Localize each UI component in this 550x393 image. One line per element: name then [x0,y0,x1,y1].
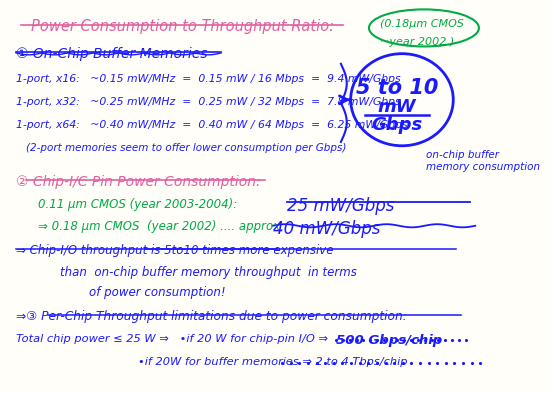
Text: ⇒③ Per-Chip Throughput limitations due to power consumption:: ⇒③ Per-Chip Throughput limitations due t… [16,310,407,323]
Text: 1-port, x64:   ~0.40 mW/MHz  =  0.40 mW / 64 Mbps  =  6.25 mW/Gbps: 1-port, x64: ~0.40 mW/MHz = 0.40 mW / 64… [16,120,408,130]
Text: 1-port, x32:   ~0.25 mW/MHz  =  0.25 mW / 32 Mbps  =  7.8 mW/Gbps: 1-port, x32: ~0.25 mW/MHz = 0.25 mW / 32… [16,97,400,107]
Text: ~year 2002 ): ~year 2002 ) [380,37,454,46]
Text: ⇒ Chip-I/O throughput is 5to10 times more expensive: ⇒ Chip-I/O throughput is 5to10 times mor… [16,244,333,257]
Text: Power Consumption to Throughput Ratio:: Power Consumption to Throughput Ratio: [31,19,334,34]
Text: Gbps: Gbps [371,116,423,134]
Text: on-chip buffer
memory consumption: on-chip buffer memory consumption [426,151,541,172]
Text: (0.18μm CMOS: (0.18μm CMOS [380,19,464,29]
Text: ① On-Chip Buffer Memories: ① On-Chip Buffer Memories [16,48,207,61]
Text: 0.11 μm CMOS (year 2003-2004):: 0.11 μm CMOS (year 2003-2004): [38,198,237,211]
Text: 500 Gbps/chip: 500 Gbps/chip [336,334,442,347]
Text: 5 to 10: 5 to 10 [356,78,438,98]
Text: 40 mW/Gbps: 40 mW/Gbps [272,220,380,238]
Text: mW: mW [378,98,416,116]
Text: (2-port memories seem to offer lower consumption per Gbps): (2-port memories seem to offer lower con… [26,143,346,152]
Text: of power consumption!: of power consumption! [89,286,226,299]
Text: ⇒ 0.18 μm CMOS  (year 2002) .... approx.: ⇒ 0.18 μm CMOS (year 2002) .... approx. [38,220,284,233]
Text: •if 20W for buffer memories ⇒ 2 to 4 Tbps/chip: •if 20W for buffer memories ⇒ 2 to 4 Tbp… [138,357,408,367]
Text: ② Chip-I/C Pin Power Consumption:: ② Chip-I/C Pin Power Consumption: [16,175,261,189]
Text: 25 mW/Gbps: 25 mW/Gbps [287,196,394,215]
Text: than  on-chip buffer memory throughput  in terms: than on-chip buffer memory throughput in… [60,266,357,279]
Text: 1-port, x16:   ~0.15 mW/MHz  =  0.15 mW / 16 Mbps  =  9.4 mW/Gbps: 1-port, x16: ~0.15 mW/MHz = 0.15 mW / 16… [16,73,400,84]
Text: Total chip power ≤ 25 W ⇒   •if 20 W for chip-pin I/O ⇒: Total chip power ≤ 25 W ⇒ •if 20 W for c… [16,334,328,344]
